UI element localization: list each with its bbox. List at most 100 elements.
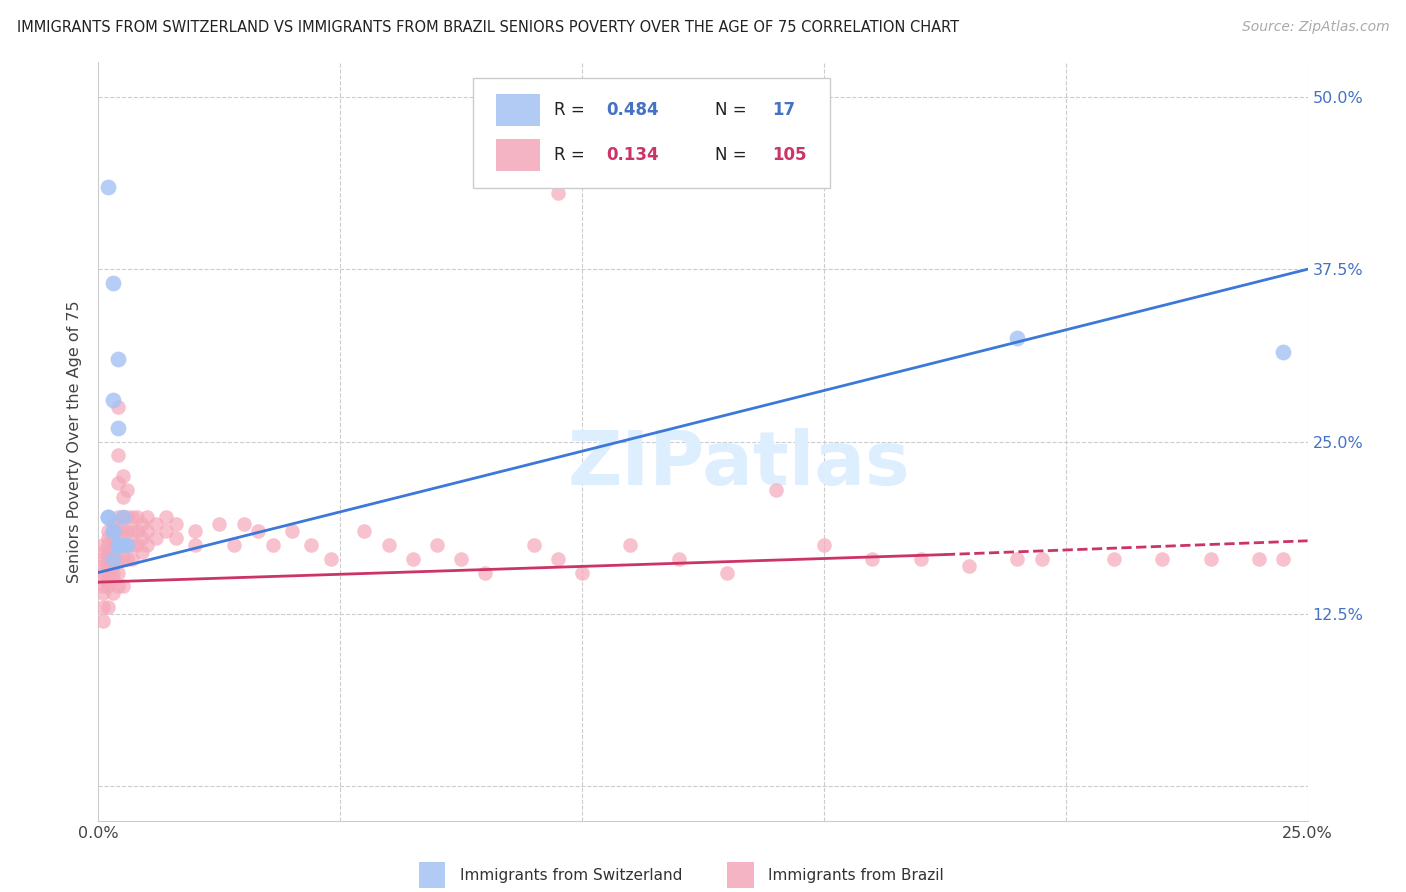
Point [860,551,883,566]
Point [619,538,641,552]
Point [97,558,120,573]
Point [111,538,134,552]
Text: 0.134: 0.134 [606,146,659,164]
Point [165,531,187,545]
Point [91,566,114,580]
Point [101,524,124,538]
Point [97,573,120,587]
Point [1272,345,1295,359]
Point [121,551,143,566]
Point [145,531,167,545]
Text: R =: R = [554,146,585,164]
Point [91,573,114,587]
Point [131,517,153,532]
Point [101,538,124,552]
Text: IMMIGRANTS FROM SWITZERLAND VS IMMIGRANTS FROM BRAZIL SENIORS POVERTY OVER THE A: IMMIGRANTS FROM SWITZERLAND VS IMMIGRANT… [17,20,959,35]
Point [155,510,177,524]
Point [111,490,134,504]
Point [111,469,134,483]
Point [910,551,932,566]
Point [101,276,124,290]
Point [135,510,157,524]
Point [97,538,120,552]
Point [1272,551,1295,566]
Point [145,517,167,532]
Point [101,573,124,587]
Point [121,510,143,524]
Point [91,558,114,573]
Point [262,538,284,552]
Bar [419,863,446,888]
Y-axis label: Seniors Poverty Over the Age of 75: Seniors Poverty Over the Age of 75 [67,301,83,582]
Point [91,545,114,559]
Point [111,510,134,524]
Bar [727,863,754,888]
Point [91,551,114,566]
Point [117,538,139,552]
Point [111,579,134,593]
Point [135,538,157,552]
Point [1152,551,1174,566]
Point [97,599,120,614]
Point [232,517,254,532]
Point [117,538,139,552]
Point [97,524,120,538]
Point [91,586,114,600]
Point [184,524,207,538]
Point [107,538,129,552]
Point [101,566,124,580]
Point [353,524,375,538]
Point [97,566,120,580]
Bar [496,139,540,171]
Point [165,517,187,532]
Point [101,524,124,538]
Point [426,538,449,552]
Text: Source: ZipAtlas.com: Source: ZipAtlas.com [1241,20,1389,34]
Point [101,586,124,600]
Point [765,483,787,497]
Point [101,393,124,408]
Point [281,524,304,538]
Point [117,510,139,524]
Point [127,524,149,538]
Point [1007,331,1029,345]
Point [107,579,129,593]
Point [107,538,129,552]
Point [107,566,129,580]
Point [547,551,569,566]
Point [1102,551,1125,566]
Point [117,524,139,538]
Point [97,579,120,593]
Point [957,558,980,573]
Point [111,510,134,524]
Point [222,538,245,552]
Point [107,551,129,566]
Point [208,517,231,532]
Text: 0.484: 0.484 [606,101,659,119]
Point [571,566,593,580]
Point [402,551,425,566]
Point [97,531,120,545]
Point [97,510,120,524]
Point [97,179,120,194]
Text: N =: N = [716,101,747,119]
Point [111,551,134,566]
Point [111,524,134,538]
Point [111,538,134,552]
Point [1249,551,1271,566]
Point [107,524,129,538]
Bar [496,95,540,126]
Point [107,538,129,552]
Point [101,517,124,532]
Point [121,538,143,552]
Text: N =: N = [716,146,747,164]
Point [107,510,129,524]
Point [101,524,124,538]
Point [91,599,114,614]
Point [131,545,153,559]
Point [101,531,124,545]
Point [97,545,120,559]
Point [91,579,114,593]
Point [117,483,139,497]
Text: 105: 105 [772,146,807,164]
